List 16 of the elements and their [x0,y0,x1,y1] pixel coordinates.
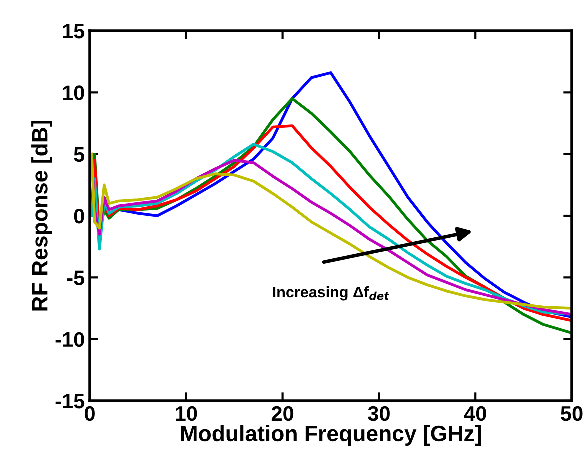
y-tick-label: 5 [74,148,85,162]
x-axis-title: Modulation Frequency [GHz] [181,425,481,446]
annotation: Increasing Δf$_{det}$ [273,286,390,301]
y-tick-label: 10 [63,86,84,100]
y-tick-label: -5 [67,270,85,286]
x-tick-label: 0 [85,406,95,422]
y-tick-label: 15 [63,24,85,39]
x-tick-label: 30 [368,406,390,422]
y-tick-label: 0 [74,209,84,224]
y-tick-label: -15 [56,394,85,409]
x-tick-label: 10 [176,406,198,422]
x-tick-label: 50 [561,406,583,422]
y-axis-title: RF Response [dB] [32,120,52,311]
x-tick-label: 40 [464,406,486,422]
y-tick-label: -10 [56,332,84,348]
x-tick-label: 20 [272,406,294,422]
